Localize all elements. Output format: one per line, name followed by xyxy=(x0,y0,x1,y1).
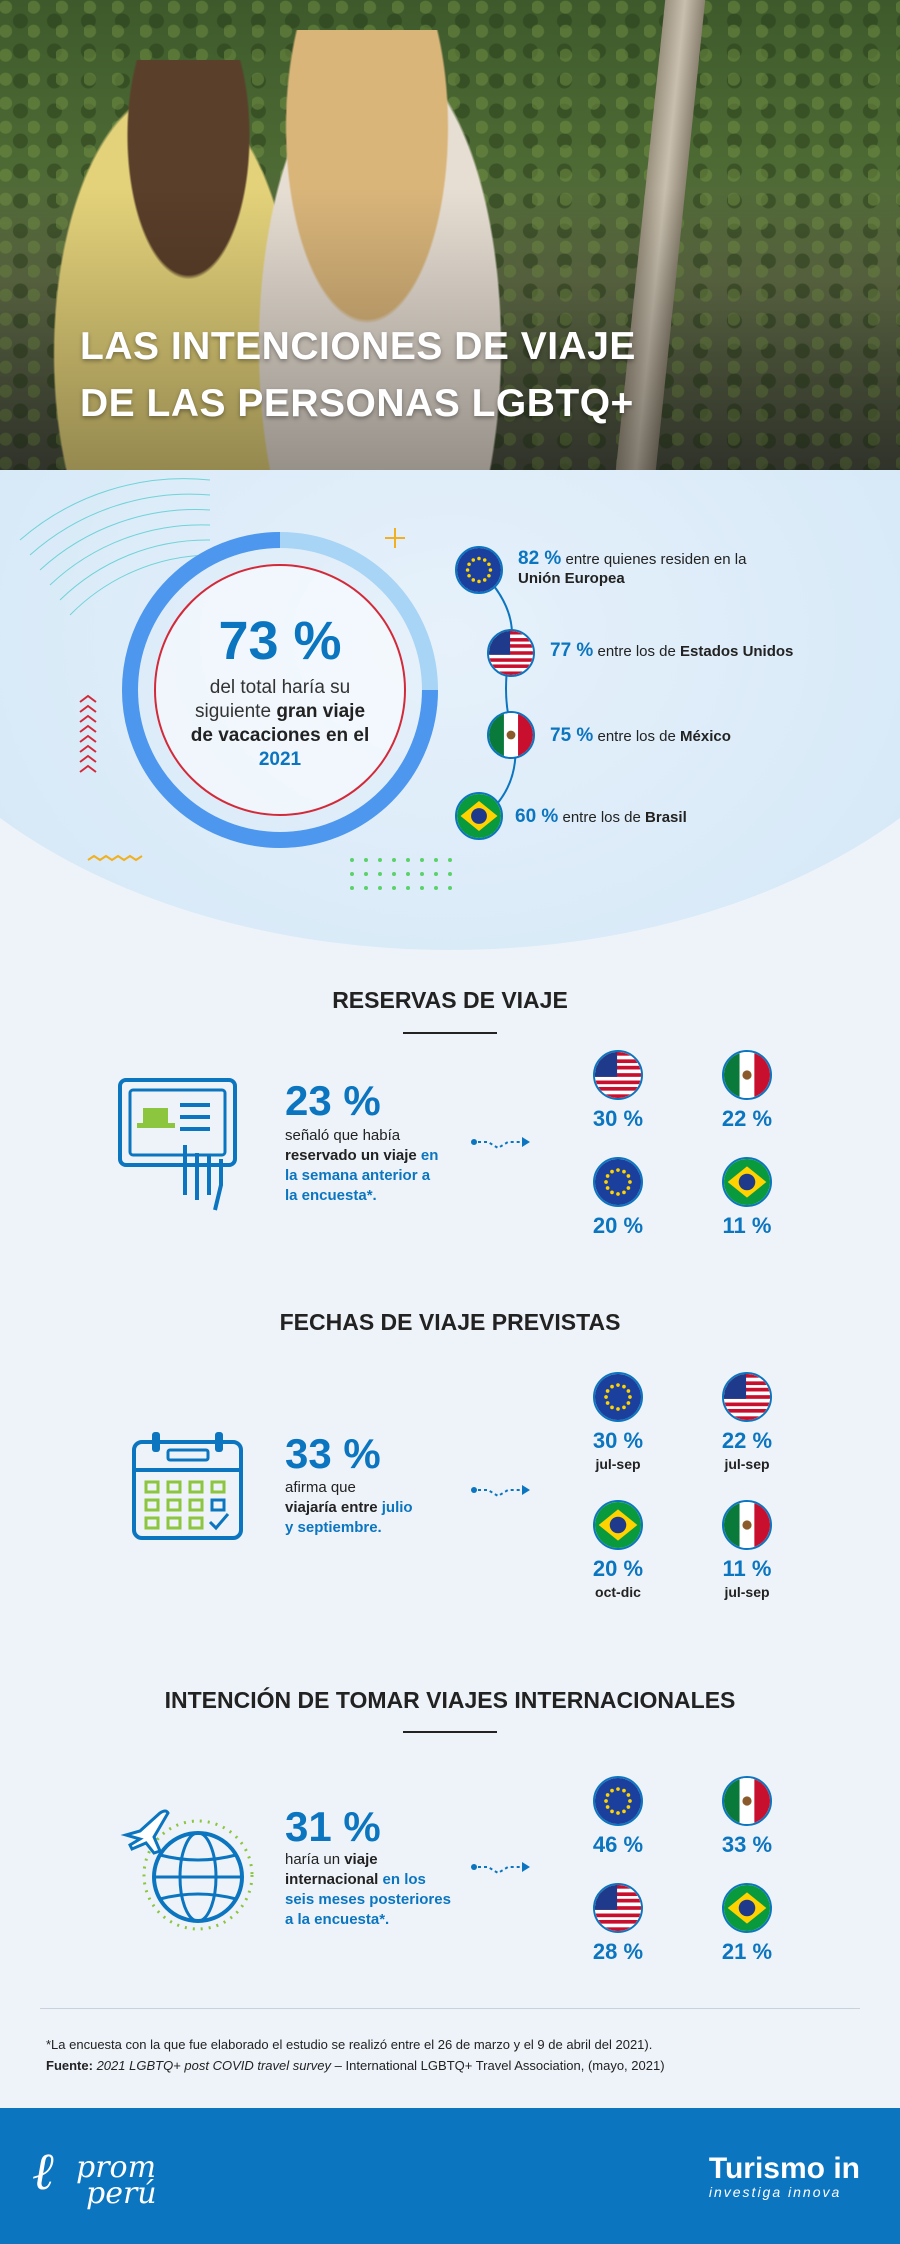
progress-ring xyxy=(122,532,438,848)
region-brazil: 60 % entre los de Brasil xyxy=(515,806,687,827)
brazil-flag-icon xyxy=(593,1500,643,1550)
brazil-flag-icon xyxy=(722,1883,772,1933)
section-title-reservas: RESERVAS DE VIAJE xyxy=(332,987,568,1013)
fechas-country-mexico: 11 % jul-sep xyxy=(702,1500,792,1600)
reservas-country-eu: 20 % xyxy=(573,1157,663,1239)
internacional-country-us: 28 % xyxy=(573,1883,663,1965)
eu-flag-icon xyxy=(593,1157,643,1207)
us-flag-icon xyxy=(593,1050,643,1100)
us-flag-icon xyxy=(487,629,535,677)
region-us: 77 % entre los de Estados Unidos xyxy=(550,640,794,661)
reservas-country-mexico: 22 % xyxy=(702,1050,792,1132)
overview-description: del total haría su siguiente gran viaje … xyxy=(190,677,370,770)
footnote-divider xyxy=(40,2008,860,2009)
eu-flag-icon xyxy=(455,546,503,594)
fechas-country-us: 22 % jul-sep xyxy=(702,1372,792,1472)
calendar-icon xyxy=(132,1432,243,1540)
footnote: *La encuesta con la que fue elaborado el… xyxy=(46,2037,665,2073)
dotted-arrow-icon xyxy=(471,1137,530,1150)
globe-airplane-icon xyxy=(120,1809,254,1931)
page-title: LAS INTENCIONES DE VIAJE DE LAS PERSONAS… xyxy=(80,325,636,425)
fechas-percentage: 33 % xyxy=(285,1430,381,1477)
fechas-country-eu: 30 % jul-sep xyxy=(573,1372,663,1472)
fechas-country-brazil: 20 % oct-dic xyxy=(573,1500,663,1600)
decorative-patterns xyxy=(19,478,517,890)
internacional-percentage: 31 % xyxy=(285,1803,381,1850)
section-title-fechas: FECHAS DE VIAJE PREVISTAS xyxy=(279,1309,621,1335)
internacional-country-brazil: 21 % xyxy=(702,1883,792,1965)
booking-tablet-icon xyxy=(118,1078,237,1211)
title-underline xyxy=(403,1731,497,1733)
promperu-swoosh-icon: ℓ xyxy=(32,2142,54,2202)
us-flag-icon xyxy=(722,1372,772,1422)
section-title-internacional: INTENCIÓN DE TOMAR VIAJES INTERNACIONALE… xyxy=(164,1687,736,1713)
dotted-arrow-icon xyxy=(471,1485,530,1498)
reservas-percentage: 23 % xyxy=(285,1077,381,1124)
mexico-flag-icon xyxy=(722,1500,772,1550)
internacional-country-mexico: 33 % xyxy=(702,1776,792,1858)
mexico-flag-icon xyxy=(487,711,535,759)
overview-percentage: 73 % xyxy=(218,611,342,671)
internacional-country-eu: 46 % xyxy=(573,1776,663,1858)
brazil-flag-icon xyxy=(455,792,503,840)
region-eu: 82 % entre quienes residen en la Unión E… xyxy=(518,548,747,587)
reservas-country-us: 30 % xyxy=(573,1050,663,1132)
reservas-country-brazil: 11 % xyxy=(702,1157,792,1239)
footer: ℓ prom perú Turismo in investiga innova xyxy=(0,2108,900,2244)
mexico-flag-icon xyxy=(722,1050,772,1100)
reservas-description: señaló que había reservado un viaje en l… xyxy=(285,1127,439,1204)
eu-flag-icon xyxy=(593,1776,643,1826)
mexico-flag-icon xyxy=(722,1776,772,1826)
brazil-flag-icon xyxy=(722,1157,772,1207)
turismo-in-logo: Turismo in investiga innova xyxy=(708,2152,860,2200)
title-underline xyxy=(403,1032,497,1034)
internacional-description: haría un viaje internacional en los seis… xyxy=(285,1851,451,1928)
dotted-arrow-icon xyxy=(471,1862,530,1875)
region-mexico: 75 % entre los de México xyxy=(550,725,731,746)
overview-summary: 73 % del total haría su siguiente gran v… xyxy=(160,610,400,772)
fechas-description: afirma que viajaría entre julio y septie… xyxy=(285,1479,413,1536)
traveler-figure-right xyxy=(250,30,510,470)
us-flag-icon xyxy=(593,1883,643,1933)
overview-background xyxy=(0,470,900,950)
eu-flag-icon xyxy=(593,1372,643,1422)
hero-image: LAS INTENCIONES DE VIAJE DE LAS PERSONAS… xyxy=(0,0,900,470)
